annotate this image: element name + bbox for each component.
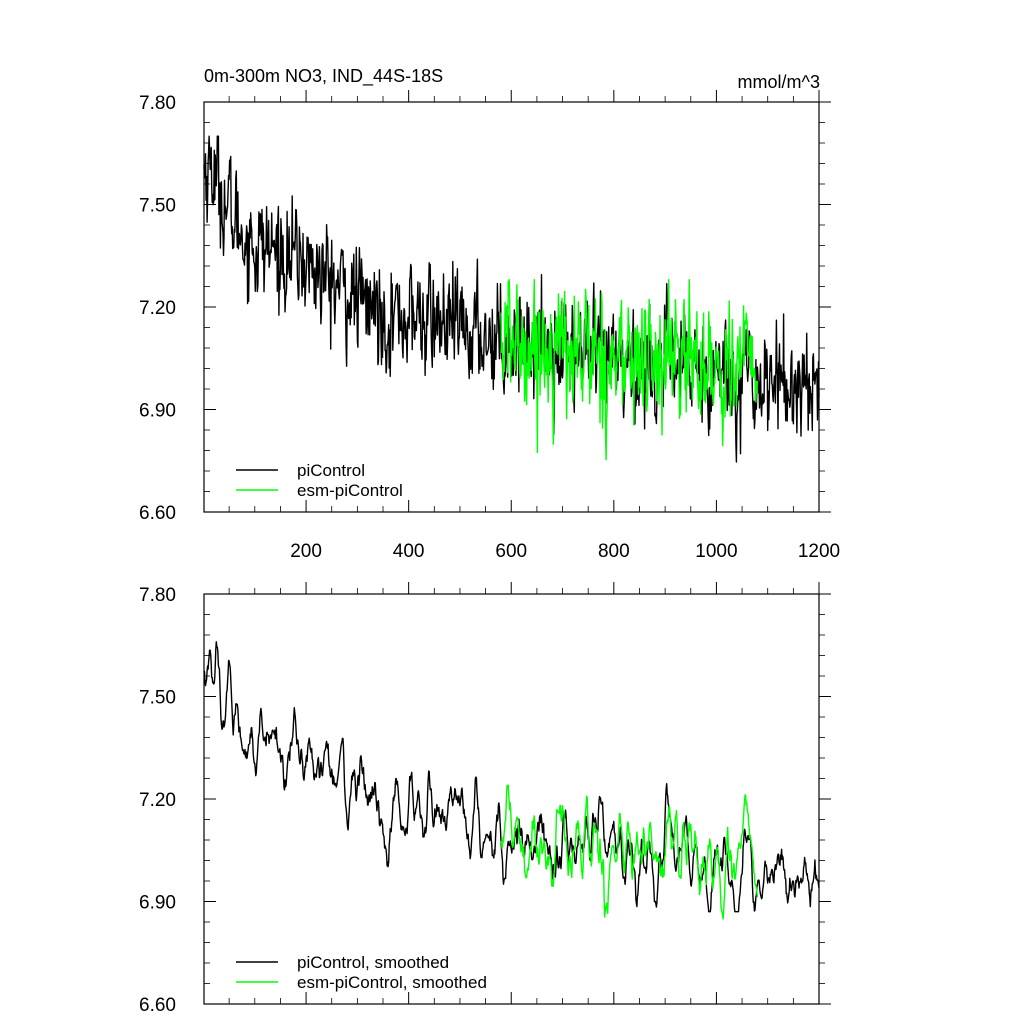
plot-frame xyxy=(203,593,820,1005)
legend-label-esm-picontrol: esm-piControl xyxy=(297,481,403,500)
top-panel: 0m-300m NO3, IND_44S-18S mmol/m^3 6.60 6.… xyxy=(139,66,840,562)
legend: piControl, smoothed esm-piControl, smoot… xyxy=(236,953,487,992)
x-tick-label: 600 xyxy=(495,541,527,562)
y-tick-label: 7.20 xyxy=(139,298,176,319)
legend-label-picontrol-smoothed: piControl, smoothed xyxy=(297,953,449,972)
y-tick-label: 7.50 xyxy=(139,196,176,217)
x-tick-label: 800 xyxy=(598,541,630,562)
x-tick-label: 1200 xyxy=(798,541,840,562)
series-line-esm-picontrol-smoothed xyxy=(500,784,759,920)
y-tick-label: 7.80 xyxy=(139,585,176,606)
plot-frame xyxy=(203,101,820,513)
chart-title: 0m-300m NO3, IND_44S-18S xyxy=(204,66,443,87)
y-tick-label: 7.20 xyxy=(139,790,176,811)
y-tick-label: 6.60 xyxy=(139,995,176,1016)
legend: piControl esm-piControl xyxy=(236,461,403,500)
y-tick-label: 7.50 xyxy=(139,688,176,709)
y-tick-label: 7.80 xyxy=(139,93,176,114)
y-tick-label: 6.90 xyxy=(139,401,176,422)
series-line-picontrol-smoothed xyxy=(203,641,820,913)
x-tick-label: 200 xyxy=(290,541,322,562)
series-line-picontrol xyxy=(203,135,820,463)
y-tick-label: 6.90 xyxy=(139,893,176,914)
x-tick-label: 1000 xyxy=(695,541,737,562)
legend-label-picontrol: piControl xyxy=(297,461,365,480)
legend-label-esm-picontrol-smoothed: esm-piControl, smoothed xyxy=(297,973,487,992)
units-label: mmol/m^3 xyxy=(738,72,820,92)
bottom-panel: 6.60 6.90 7.20 7.50 7.80 piControl, smoothed… xyxy=(139,582,831,1016)
series-line-esm-picontrol xyxy=(500,279,759,461)
x-tick-label: 400 xyxy=(393,541,425,562)
y-tick-label: 6.60 xyxy=(139,503,176,524)
